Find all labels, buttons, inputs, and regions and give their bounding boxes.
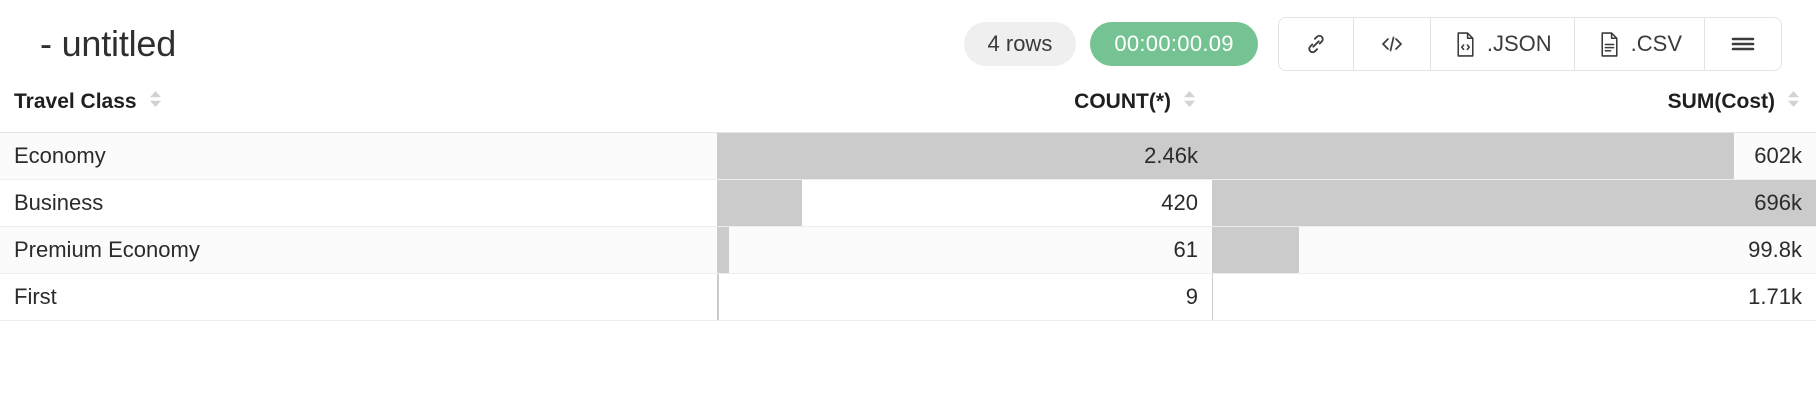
page-title: - untitled [40, 23, 177, 64]
column-header-count-label: COUNT(*) [1074, 90, 1171, 113]
download-json-label: .JSON [1486, 31, 1552, 56]
column-header-travel-class[interactable]: Travel Class [0, 88, 717, 133]
cell-count-text: 61 [1173, 237, 1198, 262]
cell-count-text: 9 [1185, 284, 1198, 309]
sort-toggle-icon[interactable] [1785, 88, 1802, 116]
cell-count-text: 420 [1161, 190, 1198, 215]
column-header-travel-class-label: Travel Class [14, 90, 137, 113]
cell-sum-text: 1.71k [1748, 284, 1802, 309]
table-row[interactable]: Premium Economy 61 99.8k [0, 226, 1816, 274]
cell-sum-text: 696k [1754, 190, 1802, 215]
embed-code-button[interactable] [1353, 18, 1431, 70]
cell-sum-bar [1212, 180, 1816, 226]
cell-count: 2.46k [717, 132, 1212, 180]
cell-count: 61 [717, 226, 1212, 274]
cell-travel-class-text: Premium Economy [14, 237, 200, 262]
cell-sum-text: 99.8k [1748, 237, 1802, 262]
cell-travel-class-text: Economy [14, 143, 106, 168]
cell-count-bar [717, 180, 802, 226]
cell-travel-class: First [0, 273, 717, 321]
share-link-button[interactable] [1278, 18, 1354, 70]
cell-count-bar [717, 133, 1212, 179]
code-icon [1378, 31, 1406, 57]
table-head: Travel Class COUNT(*) [0, 88, 1816, 133]
file-code-icon [1453, 31, 1478, 58]
cell-sum-text: 602k [1754, 143, 1802, 168]
cell-sum-bar [1212, 133, 1735, 179]
cell-sum: 1.71k [1212, 273, 1816, 321]
column-header-sum-label: SUM(Cost) [1667, 90, 1775, 113]
download-csv-label: .CSV [1630, 31, 1682, 56]
cell-travel-class: Business [0, 179, 717, 227]
column-header-sum[interactable]: SUM(Cost) [1212, 88, 1816, 133]
cell-count-bar [717, 227, 730, 273]
cell-count-text: 2.46k [1144, 143, 1198, 168]
results-table: Travel Class COUNT(*) [0, 88, 1816, 321]
header-toolbar: 4 rows 00:00:00.09 [963, 17, 1782, 71]
hamburger-icon [1729, 33, 1757, 55]
cell-sum: 602k [1212, 132, 1816, 180]
table-row[interactable]: Business 420 696k [0, 179, 1816, 227]
cell-count: 420 [717, 179, 1212, 227]
cell-travel-class-text: First [14, 284, 57, 309]
menu-button[interactable] [1705, 18, 1781, 70]
cell-sum: 99.8k [1212, 226, 1816, 274]
download-csv-button[interactable]: .CSV [1574, 18, 1705, 70]
panel-header: - untitled 4 rows 00:00:00.09 [0, 0, 1816, 88]
column-header-count[interactable]: COUNT(*) [717, 88, 1212, 133]
file-text-icon [1597, 31, 1622, 58]
row-count-badge: 4 rows [963, 22, 1077, 66]
query-timer-badge: 00:00:00.09 [1090, 22, 1258, 66]
table-row[interactable]: Economy 2.46k 602k [0, 132, 1816, 180]
link-icon [1303, 31, 1329, 57]
export-button-group: .JSON .CSV [1277, 17, 1782, 71]
table-body: Economy 2.46k 602k Business 420 696k Premium E… [0, 132, 1816, 321]
cell-travel-class: Premium Economy [0, 226, 717, 274]
sort-toggle-icon[interactable] [147, 88, 164, 116]
cell-count-bar [717, 274, 719, 320]
cell-sum-bar [1212, 227, 1299, 273]
download-json-button[interactable]: .JSON [1430, 18, 1575, 70]
cell-travel-class: Economy [0, 132, 717, 180]
sort-toggle-icon[interactable] [1181, 88, 1198, 116]
cell-travel-class-text: Business [14, 190, 104, 215]
table-row[interactable]: First 9 1.71k [0, 273, 1816, 321]
table-header-row: Travel Class COUNT(*) [0, 88, 1816, 133]
cell-sum: 696k [1212, 179, 1816, 227]
cell-count: 9 [717, 273, 1212, 321]
cell-sum-bar [1212, 274, 1214, 320]
